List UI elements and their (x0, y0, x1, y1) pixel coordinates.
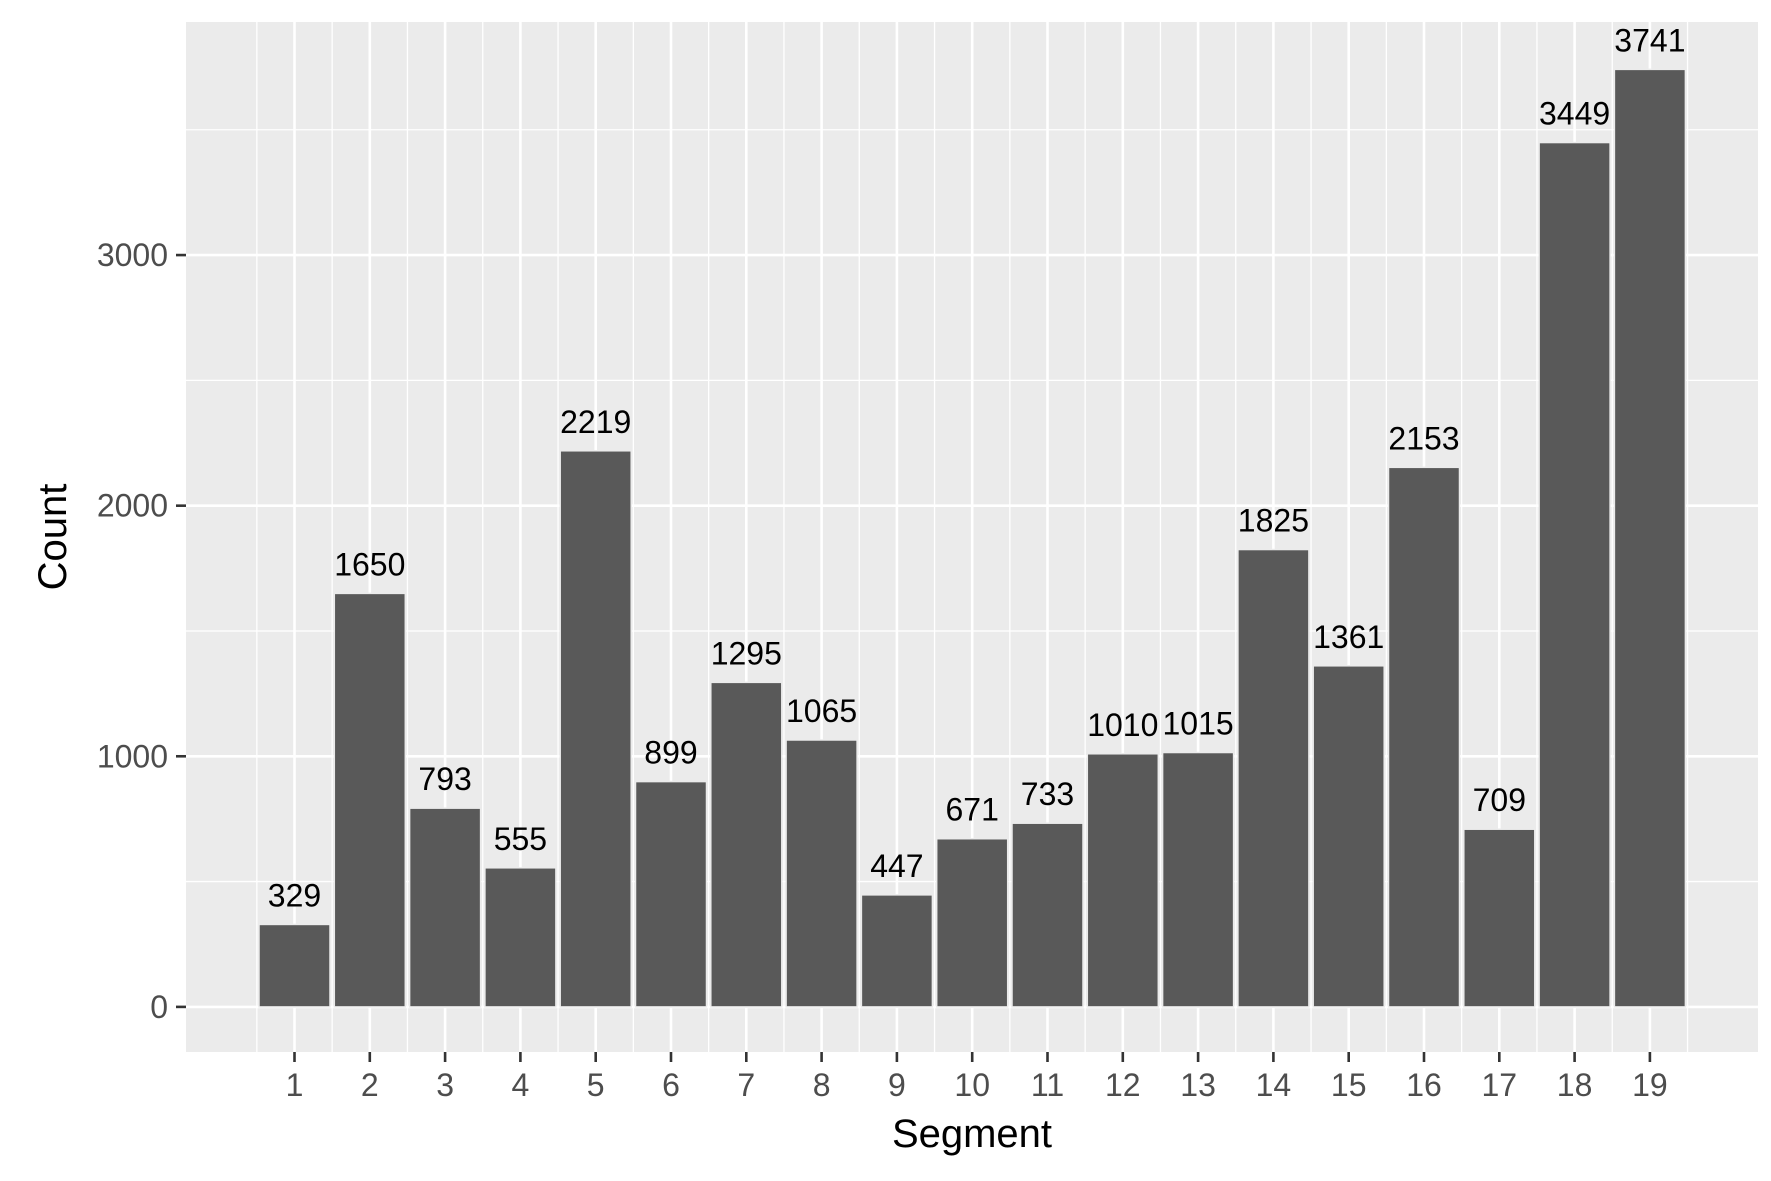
bar-segment-9 (860, 894, 934, 1008)
bar-segment-13 (1161, 751, 1235, 1008)
bar-segment-5 (559, 450, 632, 1008)
x-tick-label: 4 (512, 1067, 530, 1103)
y-axis: 0 1000 2000 3000 (97, 237, 186, 1025)
y-tick-label: 3000 (97, 237, 168, 273)
x-axis: 1 2 3 4 5 6 7 8 9 10 11 12 13 14 15 16 17 18 19 (286, 1052, 1668, 1103)
data-label-segment-17: 709 (1473, 782, 1526, 818)
data-label-segment-18: 3449 (1539, 96, 1610, 132)
bar-segment-10 (935, 837, 1009, 1008)
x-tick-label: 6 (662, 1067, 680, 1103)
bar-segment-19 (1613, 68, 1687, 1008)
data-label-segment-2: 1650 (334, 546, 405, 582)
x-tick-label: 7 (737, 1067, 755, 1103)
x-tick-label: 13 (1180, 1067, 1216, 1103)
bar-segment-6 (634, 780, 708, 1008)
bar-segment-18 (1538, 141, 1611, 1008)
bar-segment-12 (1086, 753, 1160, 1008)
data-label-segment-19: 3741 (1614, 22, 1685, 58)
data-label-segment-4: 555 (494, 821, 547, 857)
data-label-segment-8: 1065 (786, 693, 857, 729)
x-axis-title: Segment (892, 1112, 1052, 1156)
bar-segment-15 (1312, 665, 1385, 1008)
x-tick-label: 12 (1105, 1067, 1141, 1103)
data-label-segment-9: 447 (870, 848, 923, 884)
x-tick-label: 16 (1406, 1067, 1442, 1103)
bar-segment-8 (785, 739, 858, 1008)
data-label-segment-6: 899 (644, 735, 697, 771)
data-label-segment-16: 2153 (1388, 420, 1459, 456)
x-tick-label: 2 (361, 1067, 379, 1103)
x-tick-label: 10 (954, 1067, 990, 1103)
bar-segment-14 (1237, 548, 1310, 1008)
minor-gridlines (186, 22, 1758, 1052)
x-tick-label: 11 (1031, 1067, 1064, 1103)
bar-segment-16 (1387, 466, 1461, 1008)
x-tick-label: 9 (888, 1067, 906, 1103)
y-tick-label: 0 (150, 989, 168, 1025)
data-label-segment-7: 1295 (711, 635, 782, 671)
y-axis-title: Count (31, 484, 75, 591)
data-label-segment-1: 329 (268, 877, 321, 913)
data-label-segment-11: 733 (1021, 776, 1074, 812)
bar-segment-4 (484, 867, 557, 1008)
x-tick-label: 14 (1256, 1067, 1292, 1103)
x-tick-label: 8 (813, 1067, 831, 1103)
x-tick-label: 3 (436, 1067, 454, 1103)
y-tick-label: 1000 (97, 738, 168, 774)
x-tick-label: 17 (1482, 1067, 1518, 1103)
x-tick-label: 18 (1557, 1067, 1593, 1103)
y-tick-label: 2000 (97, 488, 168, 524)
data-label-segment-10: 671 (946, 792, 999, 828)
data-label-segment-13: 1015 (1163, 706, 1234, 742)
x-tick-label: 19 (1632, 1067, 1668, 1103)
bar-segment-3 (408, 807, 482, 1008)
bar-segment-17 (1463, 828, 1536, 1008)
x-tick-label: 1 (286, 1067, 304, 1103)
bar-segment-1 (258, 923, 331, 1008)
bar-segment-7 (710, 681, 783, 1008)
x-tick-label: 5 (587, 1067, 605, 1103)
data-label-segment-15: 1361 (1313, 619, 1384, 655)
data-label-segment-5: 2219 (560, 404, 631, 440)
data-label-segment-14: 1825 (1238, 503, 1309, 539)
bar-segment-2 (333, 592, 407, 1008)
data-label-segment-12: 1010 (1087, 707, 1158, 743)
data-label-segment-3: 793 (418, 761, 471, 797)
bar-segment-11 (1011, 822, 1084, 1008)
bars (258, 68, 1687, 1008)
x-tick-label: 15 (1331, 1067, 1367, 1103)
